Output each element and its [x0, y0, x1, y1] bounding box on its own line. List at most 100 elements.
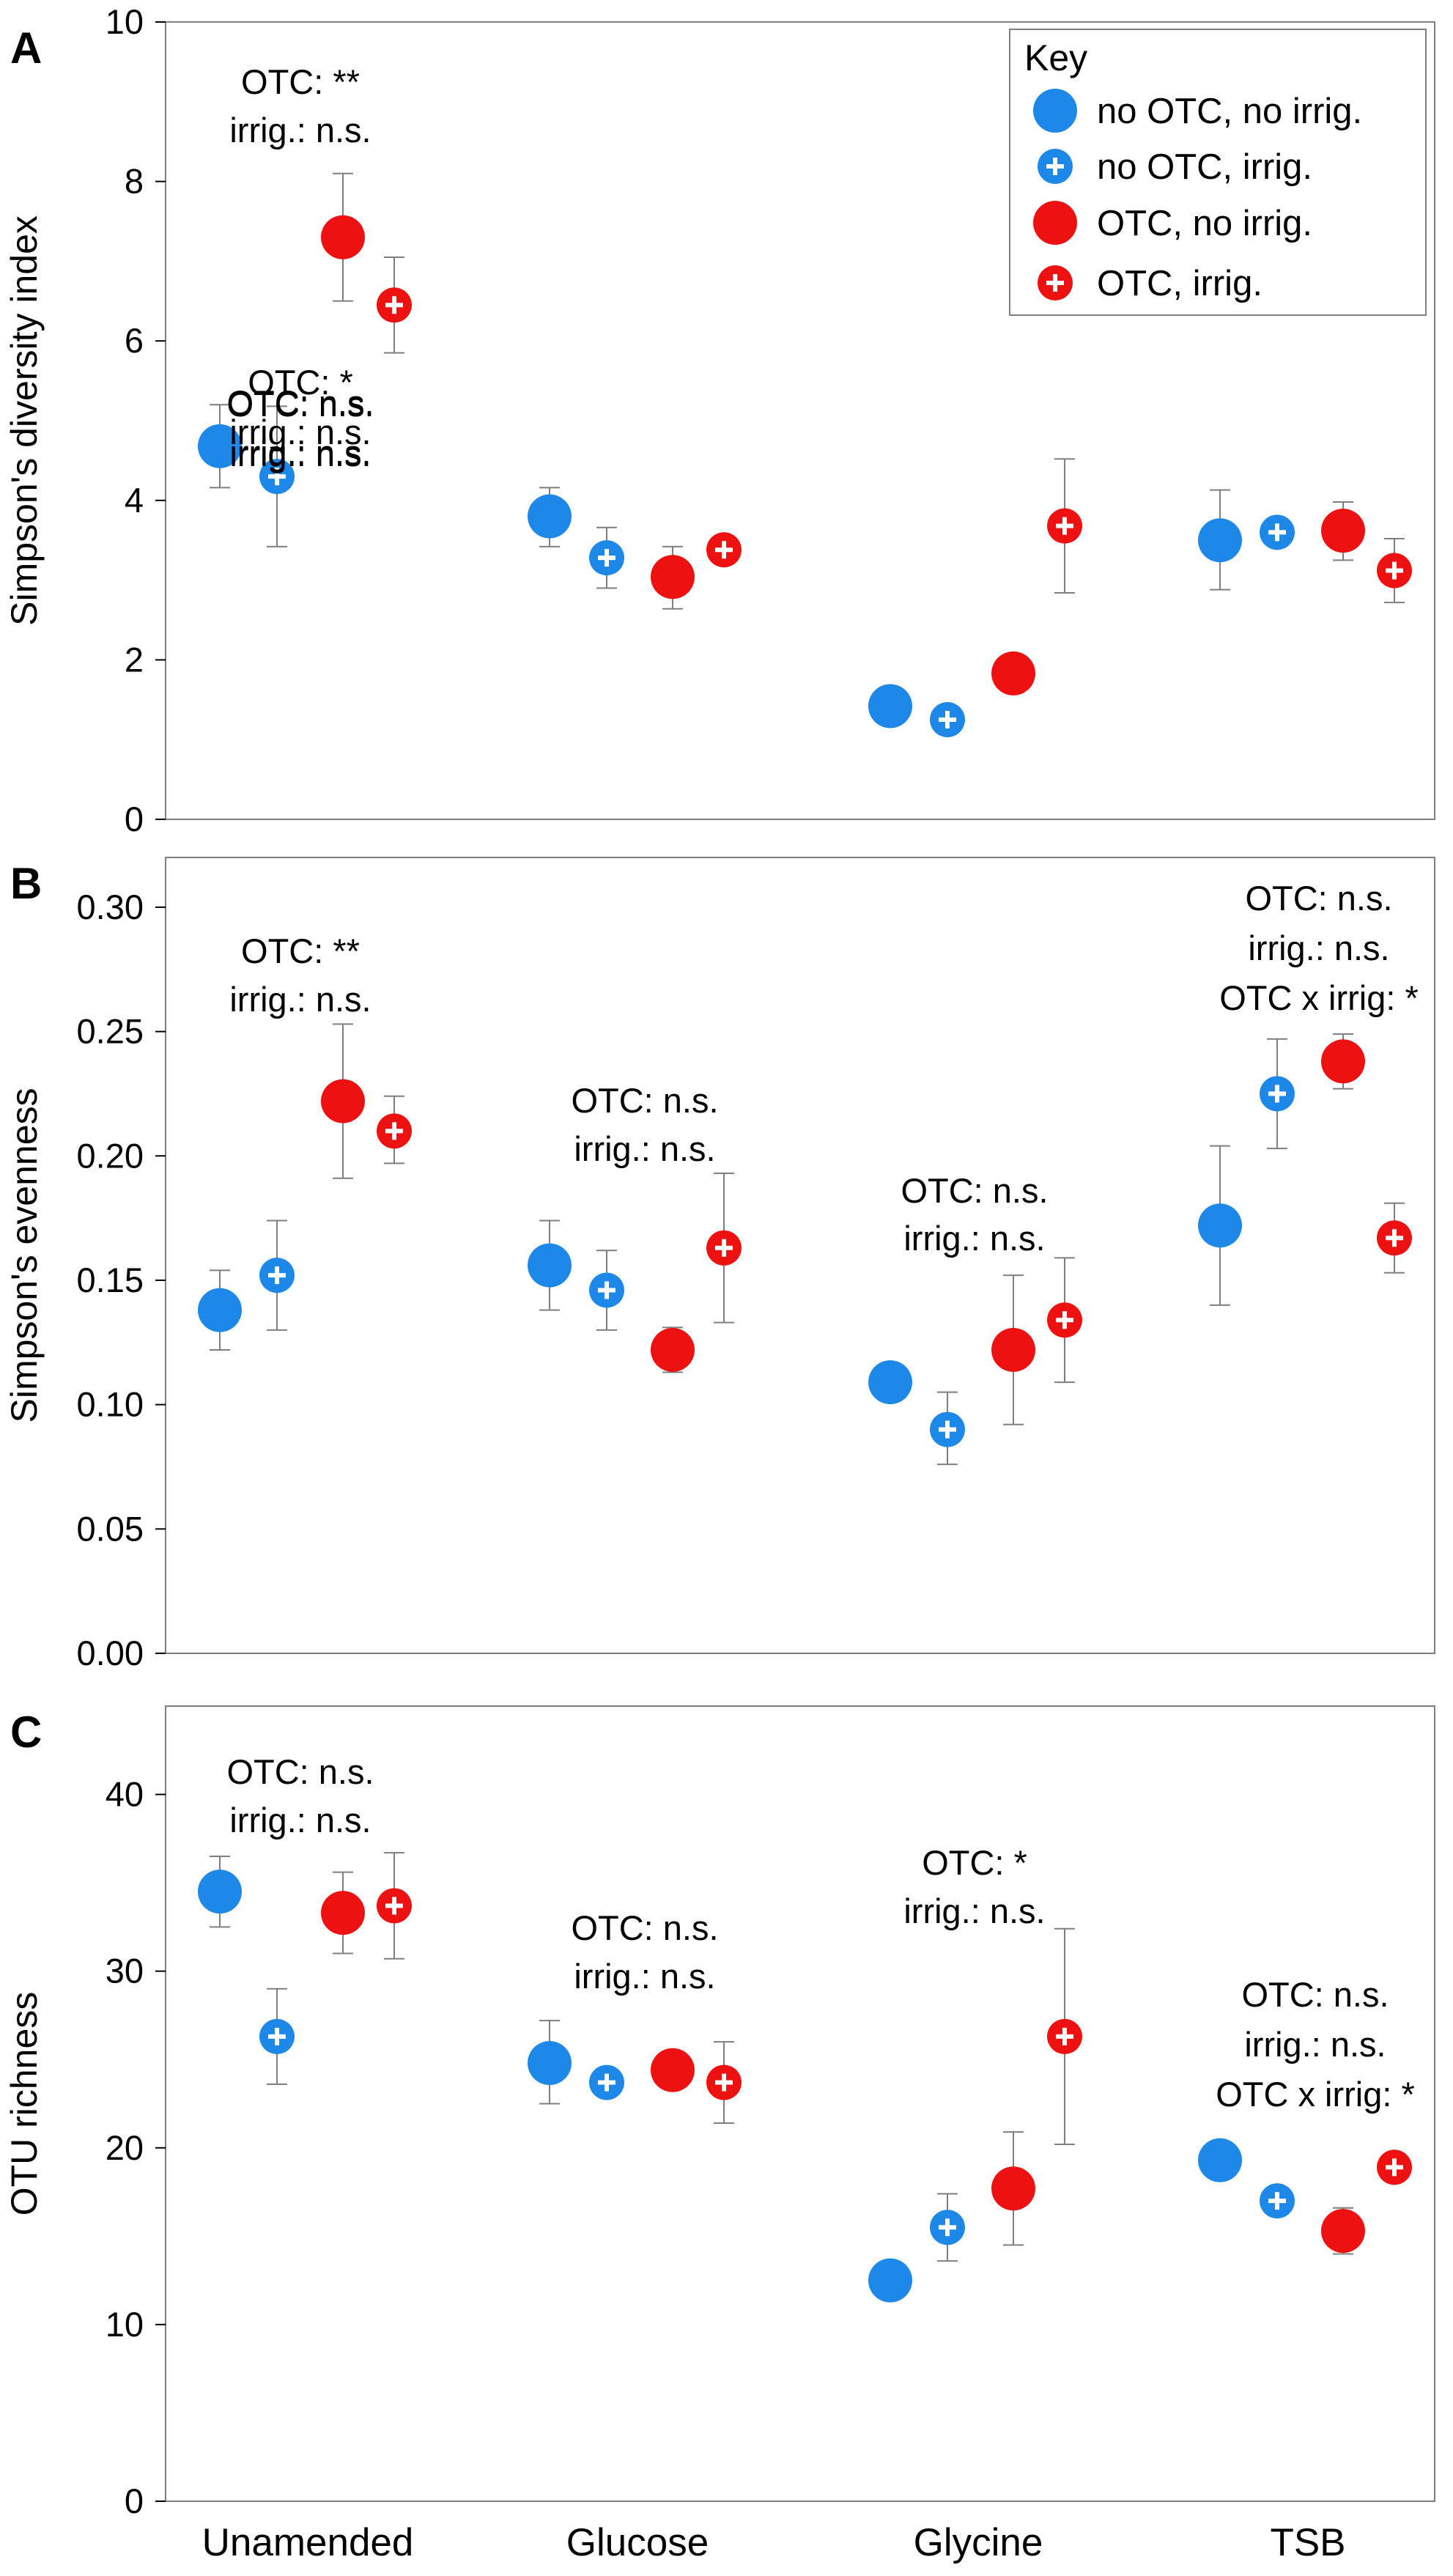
significance-annotation: OTC: **	[241, 931, 360, 970]
panel-label: B	[10, 859, 42, 908]
y-axis-label: OTU richness	[4, 1992, 45, 2216]
significance-annotation: irrig.: n.s.	[903, 1219, 1045, 1258]
significance-annotation: irrig.: n.s.	[574, 1129, 715, 1168]
plus-bar	[605, 1281, 609, 1299]
panel-label: A	[10, 23, 42, 73]
x-tick-label: Glucose	[566, 2521, 709, 2564]
plus-bar	[392, 1897, 396, 1915]
plus-icon	[385, 296, 403, 314]
y-tick-label: 6	[125, 321, 144, 360]
data-point	[1321, 1039, 1365, 1084]
data-point	[198, 424, 242, 468]
y-tick-label: 0.00	[77, 1634, 144, 1672]
plus-bar	[1053, 158, 1057, 175]
plus-bar	[1275, 523, 1279, 542]
plus-icon	[268, 2027, 286, 2045]
significance-annotation: irrig.: n.s.	[229, 980, 371, 1019]
significance-annotation: OTC: n.s.	[226, 385, 374, 424]
data-point	[528, 2041, 572, 2086]
y-tick-label: 0.20	[77, 1136, 144, 1175]
plus-bar	[722, 541, 726, 559]
legend-label: OTC, no irrig.	[1097, 204, 1312, 243]
data-point	[321, 1079, 365, 1123]
data-point	[651, 1327, 695, 1372]
data-point	[198, 1288, 242, 1332]
plus-icon	[1386, 1229, 1403, 1247]
panel-b: 0.00 0.05 0.10 0.15 0.20 0.25 0.30 Simpson's ev…	[4, 857, 1435, 1672]
plus-icon	[939, 2218, 956, 2237]
panel-c: 0 10 20 30 40 OTU richness C OTC: n.s. irrig.: n…	[4, 1705, 1435, 2520]
plus-icon	[268, 468, 286, 486]
plus-bar	[945, 711, 950, 728]
significance-annotation: OTC: n.s.	[571, 1081, 718, 1120]
significance-annotation: irrig.: n.s.	[574, 1957, 715, 1996]
data-point	[321, 1891, 365, 1935]
data-point	[528, 494, 572, 539]
significance-annotation: OTC: n.s.	[226, 383, 374, 422]
x-axis-labels: Unamended Glucose Glycine TSB	[202, 2521, 1346, 2564]
significance-annotation: irrig.: n.s.	[903, 1892, 1045, 1930]
significance-annotation: irrig.: n.s.	[229, 111, 371, 150]
data-point	[1321, 2209, 1365, 2254]
significance-annotation: OTC: *	[922, 1843, 1027, 1882]
plus-icon	[939, 1420, 956, 1439]
plus-bar	[945, 1420, 950, 1439]
y-tick-label: 0.15	[77, 1261, 144, 1299]
significance-annotation: irrig.: n.s.	[229, 435, 371, 473]
plus-icon	[1386, 2158, 1403, 2177]
legend: Key no OTC, no irrig. no OTC, irrig. OTC, n…	[1009, 29, 1427, 316]
plus-icon	[1046, 158, 1064, 175]
y-tick-label: 0.30	[77, 887, 144, 926]
data-point	[1198, 1203, 1242, 1248]
plus-bar	[722, 1239, 726, 1257]
plus-icon	[715, 1239, 733, 1257]
significance-annotation: irrig.: n.s.	[229, 1801, 371, 1839]
plus-bar	[1053, 274, 1057, 292]
plus-icon	[598, 1281, 615, 1299]
plus-icon	[715, 2073, 733, 2092]
plus-bar	[605, 549, 609, 567]
y-tick-label: 10	[106, 2305, 144, 2344]
plus-icon	[1056, 1311, 1073, 1329]
y-tick-label: 0	[125, 800, 144, 838]
y-tick-label: 0.05	[77, 1509, 144, 1548]
significance-annotation: OTC: n.s.	[901, 1171, 1048, 1210]
data-point	[1198, 2138, 1242, 2182]
legend-title: Key	[1024, 37, 1087, 78]
legend-label: OTC, irrig.	[1097, 264, 1262, 303]
plot-frame	[165, 1705, 1435, 2502]
y-tick-label: 8	[125, 162, 144, 201]
significance-annotation: irrig.: n.s.	[1248, 929, 1389, 967]
significance-annotation: OTC x irrig: *	[1219, 978, 1419, 1017]
plus-icon	[1268, 2192, 1286, 2210]
data-point	[1198, 518, 1242, 563]
plus-bar	[1275, 1085, 1279, 1103]
data-point	[1321, 509, 1365, 553]
y-tick-label: 10	[106, 2, 144, 41]
data-point	[528, 1243, 572, 1288]
plus-bar	[1062, 2027, 1067, 2045]
legend-box	[1009, 29, 1427, 316]
significance-annotation: OTC: n.s.	[1245, 879, 1392, 918]
plus-bar	[392, 296, 396, 314]
data-point	[321, 215, 365, 259]
plus-bar	[605, 2073, 609, 2092]
plus-bar	[722, 2073, 726, 2092]
plus-bar	[1392, 561, 1397, 580]
legend-marker	[1033, 201, 1077, 245]
y-tick-label: 0	[125, 2481, 144, 2520]
y-tick-label: 4	[125, 481, 144, 520]
plus-bar	[275, 468, 279, 486]
plus-icon	[715, 541, 733, 559]
plus-bar	[392, 1122, 396, 1140]
data-point	[868, 2258, 912, 2303]
plot-frame	[165, 857, 1435, 1654]
plus-icon	[1056, 2027, 1073, 2045]
y-tick-label: 30	[106, 1952, 144, 1990]
plus-icon	[939, 711, 956, 728]
x-tick-label: TSB	[1270, 2521, 1345, 2564]
data-point	[991, 2166, 1035, 2211]
plus-icon	[1046, 274, 1064, 292]
plus-bar	[1392, 2158, 1397, 2177]
